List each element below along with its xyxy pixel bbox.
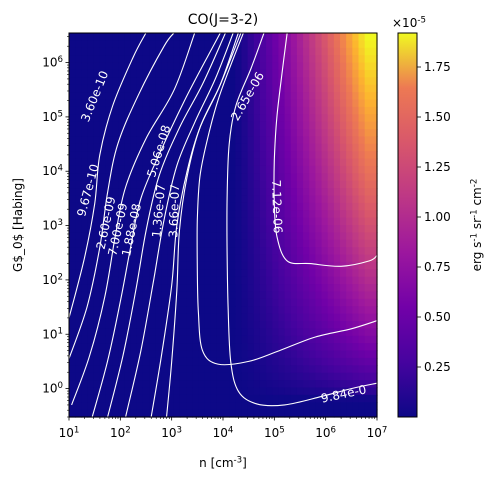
y-tick-label: 104​ [42,164,63,179]
colorbar-multiplier: ×10-5​ [392,15,426,30]
contour-line-10 [196,32,378,366]
contour-label-9: 7.12e-06 [269,180,285,234]
contour-line-7 [165,32,242,418]
colorbar-tick-label: 0.75 [424,260,451,274]
x-axis: 101​ 102​ 103​ 104​ 105​ 106​ 107​ [59,417,388,440]
contour-line-1 [68,32,175,359]
contour-label-6: 1.36e-07 [149,184,168,239]
y-tick-label: 103​ [42,218,63,233]
contour-lines [68,32,378,418]
colorbar-tick-label: 1.00 [424,210,451,224]
x-tick-label: 107​ [367,425,388,440]
x-tick-label: 103​ [161,425,182,440]
x-tick-label: 101​ [59,425,80,440]
x-tick-label: 106​ [315,425,336,440]
x-tick-label: 105​ [264,425,285,440]
colorbar-tick-label: 1.25 [424,160,451,174]
colorbar-tick-label: 0.50 [424,310,451,324]
heatmap-cells [69,33,378,418]
colorbar-label: erg s-1 sr-1 cm-2​ [469,179,484,272]
y-tick-label: 105​ [42,109,63,124]
contour-line-4 [106,32,227,418]
contour-line-5 [124,32,234,418]
colorbar-tick-label: 1.50 [424,110,451,124]
contour-line-9 [273,32,378,267]
y-axis-label: G$_0$ [Habing] [11,178,25,272]
contour-label-7: 3.66e-07 [166,184,182,238]
colorbar-ticks: 0.25 0.50 0.75 1.00 1.25 1.50 1.75 [417,60,451,374]
contour-line-3 [91,32,221,418]
y-tick-label: 102​ [42,272,63,287]
x-tick-label: 102​ [110,425,131,440]
colorbar [397,32,418,418]
x-axis-label: n [cm-3] [199,455,247,470]
contour-line-0 [68,32,147,319]
y-axis: 100​ 101​ 102​ 103​ 104​ 105​ 106​ [42,36,69,418]
contour-line-2 [71,32,196,406]
x-tick-label: 104​ [213,425,234,440]
colorbar-tick-label: 1.75 [424,60,451,74]
y-tick-label: 106​ [42,55,63,70]
chart-title: CO(J=3-2) [188,12,258,28]
y-tick-label: 101​ [42,327,63,342]
colorbar-tick-label: 0.25 [424,360,451,374]
y-tick-label: 100​ [42,381,63,396]
contour-line-8 [226,32,378,407]
